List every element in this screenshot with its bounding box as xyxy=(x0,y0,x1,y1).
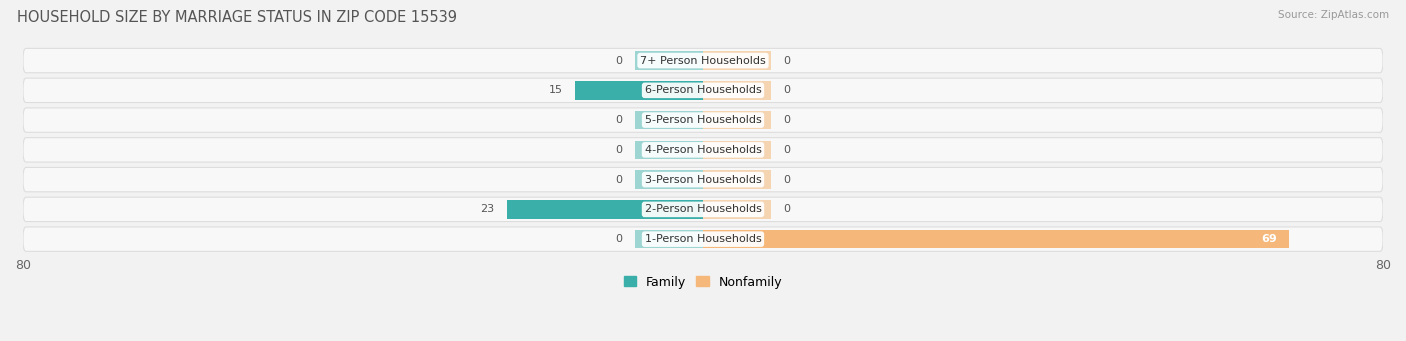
Text: 0: 0 xyxy=(783,204,790,214)
Text: 0: 0 xyxy=(783,145,790,155)
Legend: Family, Nonfamily: Family, Nonfamily xyxy=(619,271,787,294)
Text: 0: 0 xyxy=(616,145,623,155)
Bar xyxy=(703,230,1289,248)
Bar xyxy=(703,170,770,189)
Bar xyxy=(575,81,703,100)
Text: 7+ Person Households: 7+ Person Households xyxy=(640,56,766,65)
FancyBboxPatch shape xyxy=(22,167,1384,192)
FancyBboxPatch shape xyxy=(22,108,1384,132)
FancyBboxPatch shape xyxy=(22,227,1384,251)
Bar xyxy=(636,111,703,129)
Text: HOUSEHOLD SIZE BY MARRIAGE STATUS IN ZIP CODE 15539: HOUSEHOLD SIZE BY MARRIAGE STATUS IN ZIP… xyxy=(17,10,457,25)
Bar xyxy=(636,51,703,70)
Text: 6-Person Households: 6-Person Households xyxy=(644,85,762,95)
Text: 0: 0 xyxy=(783,115,790,125)
Text: 0: 0 xyxy=(616,56,623,65)
Text: 23: 23 xyxy=(481,204,495,214)
Text: 4-Person Households: 4-Person Households xyxy=(644,145,762,155)
Text: 0: 0 xyxy=(616,234,623,244)
Bar xyxy=(703,140,770,159)
Bar xyxy=(636,170,703,189)
Bar xyxy=(703,81,770,100)
Bar xyxy=(703,200,770,219)
Text: 15: 15 xyxy=(548,85,562,95)
Text: 3-Person Households: 3-Person Households xyxy=(644,175,762,184)
Text: 0: 0 xyxy=(616,175,623,184)
Text: 5-Person Households: 5-Person Households xyxy=(644,115,762,125)
FancyBboxPatch shape xyxy=(22,48,1384,73)
Text: 2-Person Households: 2-Person Households xyxy=(644,204,762,214)
FancyBboxPatch shape xyxy=(22,138,1384,162)
Bar xyxy=(636,140,703,159)
Text: 0: 0 xyxy=(783,85,790,95)
FancyBboxPatch shape xyxy=(22,78,1384,103)
Bar xyxy=(636,230,703,248)
Text: Source: ZipAtlas.com: Source: ZipAtlas.com xyxy=(1278,10,1389,20)
FancyBboxPatch shape xyxy=(22,197,1384,222)
Text: 0: 0 xyxy=(616,115,623,125)
Text: 0: 0 xyxy=(783,175,790,184)
Bar xyxy=(703,111,770,129)
Text: 1-Person Households: 1-Person Households xyxy=(644,234,762,244)
Text: 69: 69 xyxy=(1261,234,1277,244)
Bar xyxy=(508,200,703,219)
Text: 0: 0 xyxy=(783,56,790,65)
Bar xyxy=(703,51,770,70)
